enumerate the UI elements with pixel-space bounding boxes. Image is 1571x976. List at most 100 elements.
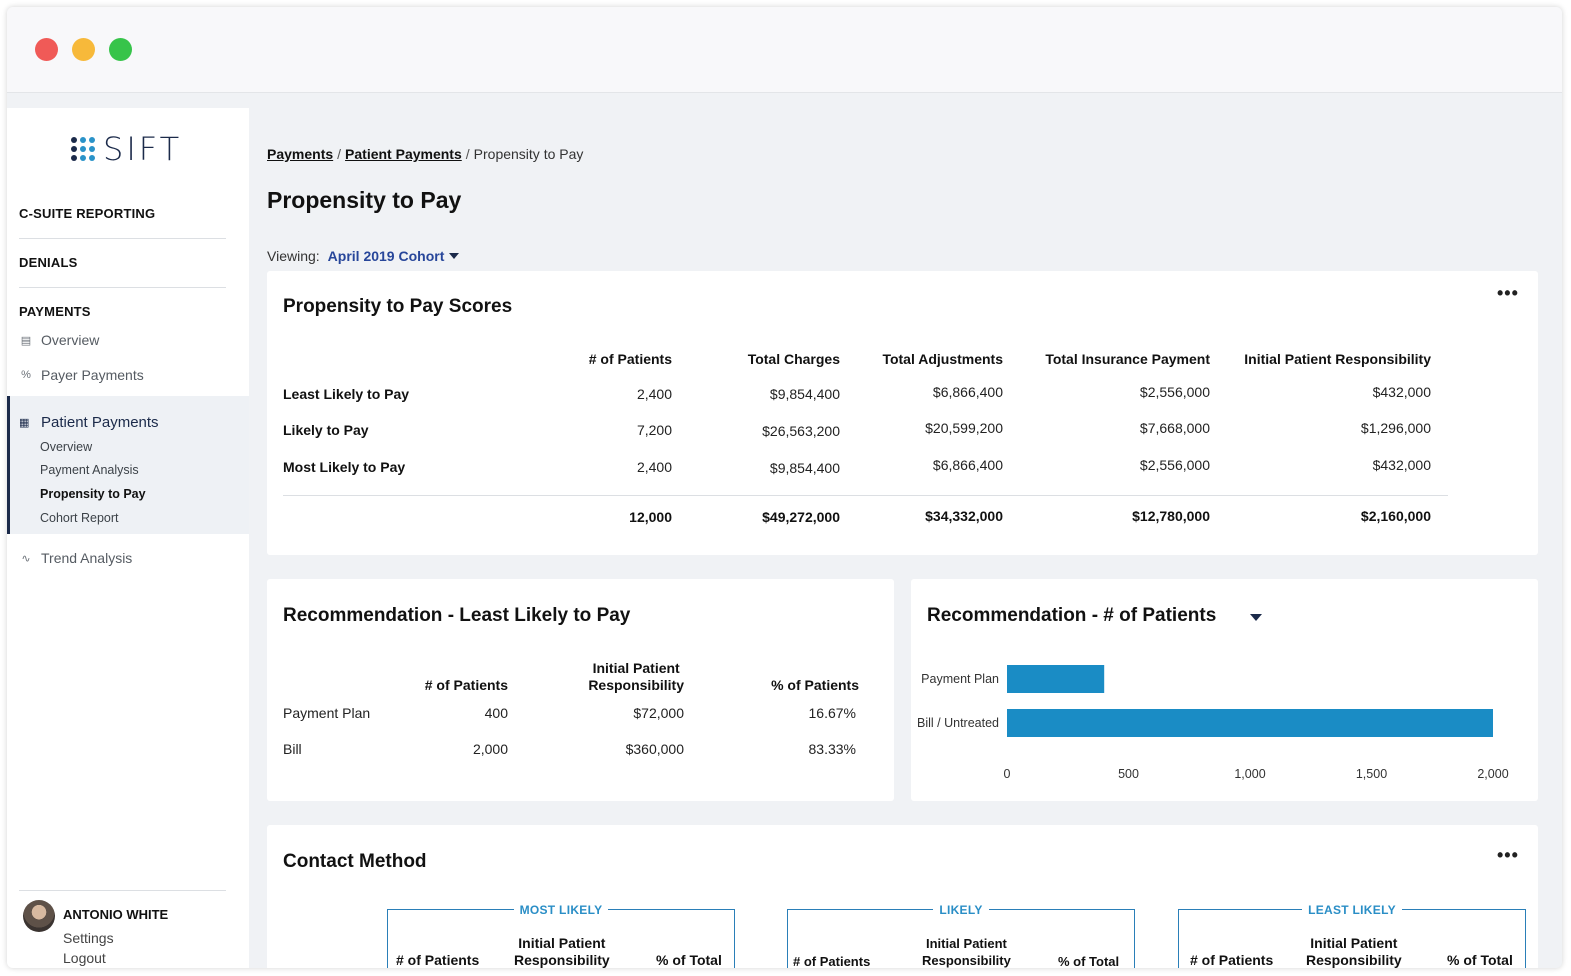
- chart-card-title: Recommendation - # of Patients: [927, 605, 1217, 626]
- breadcrumb-link-patient-payments[interactable]: Patient Payments: [345, 146, 462, 162]
- column-header: % of Total: [656, 952, 722, 968]
- table-cell: $6,866,400: [932, 384, 1003, 400]
- close-window-button[interactable]: [35, 38, 58, 61]
- user-name: ANTONIO WHITE: [63, 907, 169, 922]
- caret-down-icon[interactable]: [449, 253, 460, 259]
- column-header: Total Adjustments: [882, 351, 1003, 367]
- column-header: # of Patients: [588, 351, 672, 367]
- group-label-text: LIKELY: [933, 903, 989, 917]
- active-nav-group: [7, 396, 249, 534]
- group-label: LIKELY: [788, 901, 1134, 919]
- sidebar-item-patient-payments[interactable]: ▦ Patient Payments: [19, 414, 159, 431]
- total-cell: $2,160,000: [1360, 508, 1431, 524]
- table-cell: $6,866,400: [932, 457, 1003, 473]
- table-cell: 83.33%: [808, 741, 856, 757]
- column-header-line: Initial Patient: [1310, 935, 1398, 951]
- sub-item-payment-analysis[interactable]: Payment Analysis: [40, 463, 139, 477]
- trend-chart-icon: ∿: [21, 552, 31, 565]
- minimize-window-button[interactable]: [72, 38, 95, 61]
- table-cell: $1,296,000: [1360, 420, 1431, 436]
- column-header: % of Total: [1058, 954, 1120, 968]
- main-content: Payments / Patient Payments / Propensity to …: [249, 108, 1562, 968]
- row-label: Bill: [283, 741, 302, 757]
- x-tick-label: 500: [1118, 767, 1139, 781]
- bar-category-label: Payment Plan: [921, 672, 999, 686]
- cohort-value[interactable]: April 2019 Cohort: [327, 248, 445, 264]
- breadcrumb-separator: /: [337, 146, 342, 162]
- column-header: % of Total: [1447, 952, 1513, 968]
- sub-item-overview[interactable]: Overview: [40, 440, 93, 454]
- x-tick-label: 2,000: [1477, 767, 1508, 781]
- column-header: Initial Patient Responsibility: [1244, 351, 1431, 367]
- sidebar-item-trend-analysis[interactable]: ∿ Trend Analysis: [19, 550, 132, 566]
- bar-category-label: Bill / Untreated: [917, 716, 999, 730]
- bar-bill-untreated[interactable]: [1007, 709, 1493, 737]
- sidebar-item-label: Trend Analysis: [41, 550, 133, 566]
- chart-dropdown-caret-icon[interactable]: [1250, 614, 1262, 621]
- table-cell: $7,668,000: [1139, 420, 1210, 436]
- nav-divider: [19, 287, 226, 288]
- sidebar-item-label: Patient Payments: [41, 414, 159, 431]
- table-cell: $2,556,000: [1139, 384, 1210, 400]
- table-cell: $9,854,400: [769, 460, 840, 476]
- table-cell: $9,854,400: [769, 386, 840, 402]
- contact-group-least-likely: LEAST LIKELY # of Patients Initial Patie…: [1178, 903, 1526, 968]
- column-header: # of Patients: [396, 952, 480, 968]
- breadcrumb-link-payments[interactable]: Payments: [267, 146, 334, 162]
- logo-text: SIFT: [103, 130, 183, 168]
- contact-group-most-likely: MOST LIKELY # of Patients Initial Patien…: [387, 903, 735, 968]
- column-header: # of Patients: [424, 677, 508, 693]
- column-header-line: Responsibility: [1306, 952, 1402, 968]
- sidebar-item-payer-payments[interactable]: % Payer Payments: [19, 367, 144, 383]
- table-cell: 7,200: [636, 422, 672, 438]
- cohort-selector[interactable]: Viewing: April 2019 Cohort: [267, 248, 460, 264]
- group-label-text: LEAST LIKELY: [1302, 903, 1402, 917]
- nav-section-denials[interactable]: DENIALS: [19, 255, 78, 270]
- column-header: Initial Patient Responsibility: [588, 660, 684, 693]
- x-tick-label: 1,000: [1234, 767, 1265, 781]
- page-title: Propensity to Pay: [267, 187, 462, 213]
- logout-link[interactable]: Logout: [63, 950, 106, 966]
- recommendation-card-title: Recommendation - Least Likely to Pay: [283, 605, 631, 626]
- breadcrumb: Payments / Patient Payments / Propensity to …: [267, 146, 583, 162]
- table-cell: $72,000: [633, 705, 684, 721]
- column-header: Total Charges: [747, 351, 840, 367]
- column-header-line: Responsibility: [514, 952, 610, 968]
- nav-section-payments[interactable]: PAYMENTS: [19, 304, 91, 319]
- sidebar-item-overview[interactable]: ▤ Overview: [19, 332, 100, 348]
- more-options-icon[interactable]: •••: [1497, 283, 1519, 303]
- column-header-line: Responsibility: [588, 677, 684, 693]
- maximize-window-button[interactable]: [109, 38, 132, 61]
- x-tick-label: 1,500: [1356, 767, 1387, 781]
- bar-payment-plan[interactable]: [1007, 665, 1105, 693]
- table-cell: 2,000: [472, 741, 508, 757]
- card-icon: ▦: [19, 417, 30, 429]
- column-header-line: Initial Patient: [592, 660, 680, 676]
- avatar[interactable]: [23, 900, 55, 932]
- percent-icon: %: [21, 369, 31, 381]
- overview-icon: ▤: [20, 334, 32, 347]
- sidebar-item-label: Overview: [41, 332, 100, 348]
- sidebar: SIFT C-SUITE REPORTING DENIALS PAYMENTS …: [7, 108, 249, 968]
- table-cell: 2,400: [636, 459, 672, 475]
- sub-item-propensity-to-pay[interactable]: Propensity to Pay: [40, 487, 146, 501]
- group-label-text: MOST LIKELY: [513, 903, 609, 917]
- table-cell: $20,599,200: [925, 420, 1003, 436]
- table-cell: $360,000: [625, 741, 684, 757]
- nav-section-c-suite[interactable]: C-SUITE REPORTING: [19, 206, 156, 221]
- sift-logo[interactable]: SIFT: [71, 130, 182, 168]
- sub-item-cohort-report[interactable]: Cohort Report: [40, 511, 119, 525]
- viewing-label: Viewing:: [267, 248, 320, 264]
- settings-link[interactable]: Settings: [63, 930, 114, 946]
- table-cell: 400: [484, 705, 508, 721]
- column-header: # of Patients: [793, 954, 871, 968]
- user-divider: [19, 890, 226, 891]
- table-cell: $432,000: [1372, 457, 1431, 473]
- logo-dots-icon: [71, 137, 95, 161]
- contact-method-title: Contact Method: [283, 851, 427, 872]
- bar-chart: Payment Plan Bill / Untreated 0 500 1,000 1,5…: [917, 665, 1509, 781]
- total-cell: 12,000: [629, 509, 672, 525]
- sidebar-item-label: Payer Payments: [41, 367, 144, 383]
- more-options-icon[interactable]: •••: [1497, 845, 1519, 865]
- contact-group-likely: LIKELY # of Patients Initial Patient Resp…: [787, 903, 1135, 968]
